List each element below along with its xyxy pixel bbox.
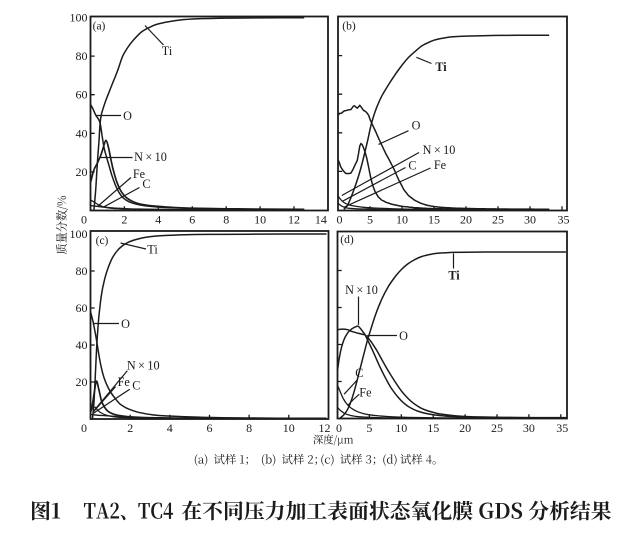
svg-text:Ti: Ti xyxy=(162,44,173,58)
svg-text:15: 15 xyxy=(427,421,439,435)
svg-text:60: 60 xyxy=(76,301,88,315)
svg-text:(c): (c) xyxy=(96,235,109,247)
svg-text:Ti: Ti xyxy=(448,269,460,283)
svg-text:(d): (d) xyxy=(340,234,354,246)
svg-text:100: 100 xyxy=(70,11,88,25)
svg-text:Fe: Fe xyxy=(434,158,446,172)
svg-text:35: 35 xyxy=(558,213,570,227)
svg-text:(a): (a) xyxy=(93,21,106,33)
svg-text:N × 10: N × 10 xyxy=(423,143,456,157)
svg-text:Ti: Ti xyxy=(435,60,447,74)
svg-text:10: 10 xyxy=(395,421,407,435)
svg-text:O: O xyxy=(412,119,421,133)
svg-text:60: 60 xyxy=(76,88,88,102)
svg-text:C: C xyxy=(408,158,416,172)
svg-text:12: 12 xyxy=(319,421,331,435)
svg-text:40: 40 xyxy=(76,126,88,140)
svg-text:5: 5 xyxy=(367,213,373,227)
svg-text:4: 4 xyxy=(167,421,173,435)
svg-text:4: 4 xyxy=(155,213,161,227)
svg-text:0: 0 xyxy=(336,421,342,435)
svg-text:O: O xyxy=(399,329,408,343)
svg-text:2: 2 xyxy=(127,421,133,435)
svg-text:0: 0 xyxy=(337,213,343,227)
svg-text:Fe: Fe xyxy=(118,375,130,389)
svg-text:C: C xyxy=(355,366,363,380)
svg-text:80: 80 xyxy=(76,264,88,278)
svg-text:N × 10: N × 10 xyxy=(127,359,160,373)
svg-text:20: 20 xyxy=(460,213,472,227)
svg-text:N × 10: N × 10 xyxy=(345,283,378,297)
svg-text:6: 6 xyxy=(207,421,213,435)
svg-text:0: 0 xyxy=(81,213,87,227)
svg-text:40: 40 xyxy=(76,338,88,352)
svg-text:14: 14 xyxy=(315,213,327,227)
svg-text:12: 12 xyxy=(288,213,300,227)
svg-text:O: O xyxy=(121,317,130,331)
svg-text:(b): (b) xyxy=(342,21,356,33)
svg-text:0: 0 xyxy=(81,421,87,435)
svg-text:Fe: Fe xyxy=(359,386,371,400)
svg-text:2: 2 xyxy=(121,213,127,227)
svg-text:10: 10 xyxy=(283,421,295,435)
svg-text:N × 10: N × 10 xyxy=(134,150,167,164)
svg-text:20: 20 xyxy=(76,375,88,389)
svg-text:80: 80 xyxy=(76,49,88,63)
svg-text:15: 15 xyxy=(428,213,440,227)
svg-text:20: 20 xyxy=(76,165,88,179)
svg-text:25: 25 xyxy=(492,213,504,227)
svg-text:5: 5 xyxy=(366,421,372,435)
svg-text:10: 10 xyxy=(396,213,408,227)
svg-text:Ti: Ti xyxy=(147,242,158,256)
svg-text:O: O xyxy=(123,109,132,123)
svg-text:35: 35 xyxy=(556,421,568,435)
svg-text:10: 10 xyxy=(254,213,266,227)
svg-text:6: 6 xyxy=(189,213,195,227)
svg-text:30: 30 xyxy=(524,213,536,227)
svg-text:25: 25 xyxy=(491,421,503,435)
svg-text:20: 20 xyxy=(459,421,471,435)
svg-text:8: 8 xyxy=(246,421,252,435)
svg-text:8: 8 xyxy=(223,213,229,227)
svg-text:C: C xyxy=(142,177,150,191)
svg-text:100: 100 xyxy=(70,227,88,241)
svg-text:C: C xyxy=(132,379,140,393)
svg-text:30: 30 xyxy=(523,421,535,435)
svg-text:Fe: Fe xyxy=(133,167,145,181)
